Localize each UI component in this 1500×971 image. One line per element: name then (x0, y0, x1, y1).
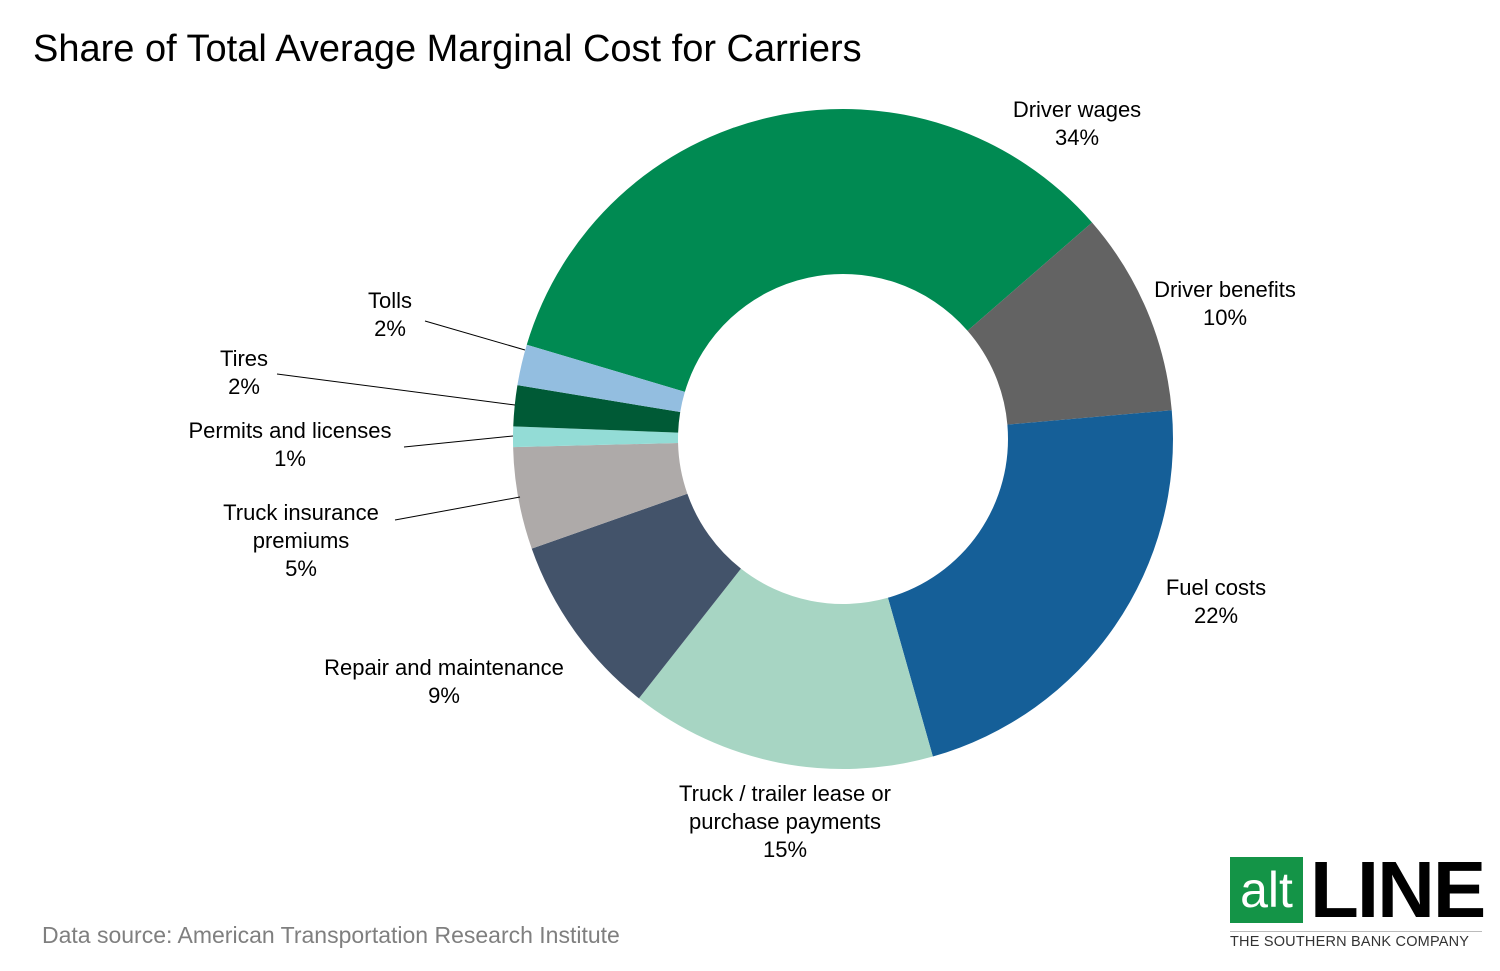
slice-label: Tires 2% (220, 346, 268, 399)
slice-name-label: premiums (253, 528, 350, 553)
slice-value-label: 2% (228, 374, 260, 399)
slice-tires (513, 385, 681, 433)
leader-line (276, 373, 516, 406)
slice-label: Tolls 2% (368, 288, 412, 341)
slice-name-label: Repair and maintenance (324, 655, 564, 680)
slice-name-label: Tires (220, 346, 268, 371)
slice-name-label: Fuel costs (1166, 575, 1266, 600)
slice-tolls (517, 344, 685, 413)
slice-name-label: purchase payments (689, 809, 881, 834)
slice-label: Permits and licenses 1% (189, 418, 392, 471)
leader-line (394, 496, 521, 521)
slice-fuel-costs (887, 410, 1174, 757)
slice-value-label: 34% (1055, 125, 1099, 150)
leader-line (424, 320, 526, 351)
slice-value-label: 22% (1194, 603, 1238, 628)
slice-label: Repair and maintenance 9% (324, 655, 564, 708)
slice-name-label: Truck insurance (223, 500, 379, 525)
data-source: Data source: American Transportation Res… (42, 922, 620, 948)
slice-permits-and-licenses (512, 426, 679, 448)
slice-label: Driver wages 34% (1013, 97, 1141, 150)
altline-logo: alt LINE THE SOUTHERN BANK COMPANY (1230, 847, 1486, 952)
slice-name-label: Tolls (368, 288, 412, 313)
slice-value-label: 9% (428, 683, 460, 708)
slice-value-label: 5% (285, 556, 317, 581)
leader-line (403, 435, 514, 448)
logo-divider (1230, 931, 1482, 932)
slice-name-label: Truck / trailer lease or (679, 781, 891, 806)
slice-truck-trailer-lease-or-purchase-payments (638, 568, 933, 769)
logo-alt: alt (1230, 857, 1303, 923)
slice-driver-wages (526, 108, 1093, 392)
slice-label: Truck / trailer lease or purchase payment… (679, 781, 891, 862)
logo-tagline: THE SOUTHERN BANK COMPANY (1230, 934, 1470, 950)
slice-label: Fuel costs 22% (1166, 575, 1266, 628)
slice-label: Driver benefits 10% (1154, 277, 1296, 330)
slice-value-label: 2% (374, 316, 406, 341)
slice-repair-and-maintenance (531, 493, 741, 699)
slice-value-label: 15% (763, 837, 807, 862)
slice-value-label: 1% (274, 446, 306, 471)
slice-driver-benefits (967, 222, 1172, 425)
slice-label: Truck insurance premiums 5% (223, 500, 379, 581)
slice-name-label: Driver benefits (1154, 277, 1296, 302)
logo-line: LINE (1310, 845, 1486, 934)
chart-title: Share of Total Average Marginal Cost for… (33, 28, 862, 70)
slice-name-label: Permits and licenses (189, 418, 392, 443)
slice-name-label: Driver wages (1013, 97, 1141, 122)
slice-value-label: 10% (1203, 305, 1247, 330)
slice-truck-insurance-premiums (513, 443, 688, 549)
